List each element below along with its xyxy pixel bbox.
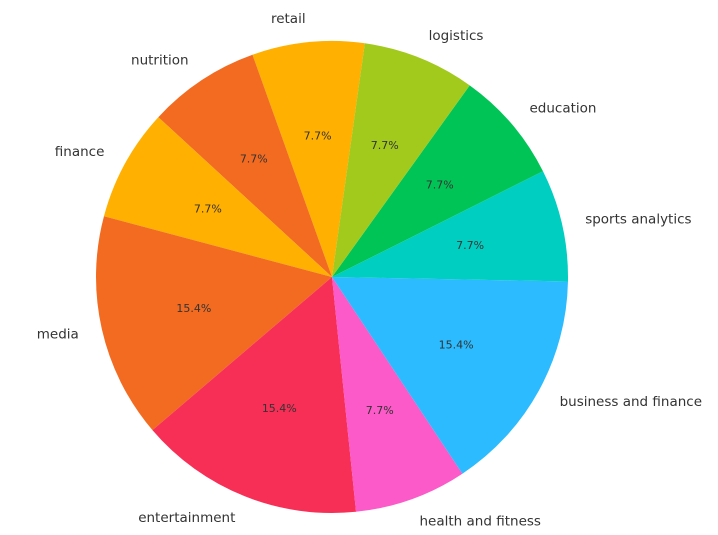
category-labels: retail nutrition finance media entertainment… [37, 11, 702, 530]
pie-slice-business-and-finance [332, 277, 568, 474]
pct-label-nutrition: 7.7% [240, 153, 268, 166]
category-label-sports-analytics: sports analytics [585, 212, 691, 228]
pct-label-logistics: 7.7% [371, 139, 399, 152]
category-label-retail: retail [271, 11, 306, 27]
pct-label-health-and-fitness: 7.7% [366, 404, 394, 417]
category-label-health-and-fitness: health and fitness [420, 513, 541, 529]
pct-label-finance: 7.7% [194, 202, 222, 215]
pie-slice-entertainment [152, 277, 357, 513]
pie-slice-sports-analytics [332, 171, 569, 282]
pct-label-entertainment: 15.4% [262, 402, 297, 415]
pie-slice-nutrition [158, 54, 332, 277]
pie-slice-logistics [332, 43, 470, 277]
category-label-nutrition: nutrition [131, 53, 189, 69]
pie-slice-health-and-fitness [332, 277, 463, 512]
pct-label-business-and-finance: 15.4% [439, 339, 474, 352]
pct-label-media: 15.4% [176, 302, 211, 315]
pie-slices [95, 41, 569, 513]
pie-slice-media [95, 216, 332, 431]
category-label-education: education [530, 101, 597, 117]
category-label-logistics: logistics [429, 28, 484, 44]
category-label-finance: finance [55, 144, 105, 160]
percentage-labels: 7.7% 7.7% 7.7% 15.4% 15.4% 7.7% 15.4% 7.7% 7.7% 7… [176, 130, 484, 417]
category-label-media: media [37, 326, 79, 342]
pie-slice-retail [252, 41, 365, 277]
pct-label-retail: 7.7% [304, 130, 332, 143]
pct-label-sports-analytics: 7.7% [456, 239, 484, 252]
pie-slice-education [332, 85, 543, 277]
category-label-business-and-finance: business and finance [560, 394, 702, 410]
pct-label-education: 7.7% [426, 179, 454, 192]
category-label-entertainment: entertainment [138, 510, 235, 526]
pie-slice-finance [103, 117, 333, 278]
